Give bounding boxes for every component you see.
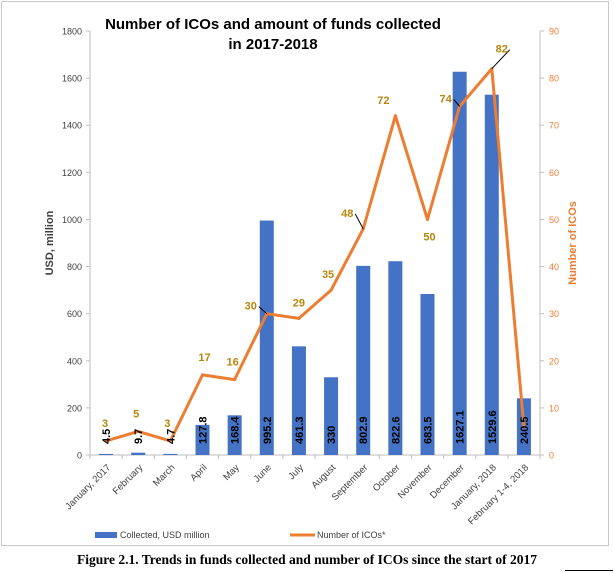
x-tick-label: April (188, 462, 209, 483)
right-tick-label: 40 (549, 262, 559, 272)
chart-title-line: Number of ICOs and amount of funds colle… (105, 16, 441, 33)
x-tick-label: February (111, 462, 146, 497)
right-tick-label: 10 (549, 403, 559, 413)
bar-value-label: 4.7 (165, 429, 177, 444)
bar (99, 453, 114, 455)
right-tick-label: 0 (549, 451, 554, 461)
line-point (104, 439, 108, 443)
label-leader-line (258, 306, 268, 315)
line-point (136, 429, 140, 433)
legend-label-line: Number of ICOs* (317, 530, 386, 540)
line-value-label: 30 (245, 301, 257, 313)
bar-value-label: 1627.1 (455, 410, 467, 444)
line-value-label: 35 (322, 269, 334, 281)
right-tick-label: 30 (549, 309, 559, 319)
bar (356, 265, 371, 455)
right-tick-label: 90 (549, 27, 559, 37)
x-tick-label: March (151, 462, 177, 488)
left-tick-label: 400 (67, 356, 82, 366)
bar-value-label: 1529.6 (487, 410, 499, 444)
bar-value-label: 240.5 (519, 416, 531, 444)
chart-title-line: in 2017-2018 (228, 36, 317, 53)
left-tick-label: 0 (77, 451, 82, 461)
line-point (426, 217, 429, 221)
bar (420, 293, 435, 455)
label-leader-line (354, 213, 364, 230)
left-tick-label: 600 (67, 309, 82, 319)
bar-value-label: 330 (326, 426, 338, 444)
x-tick-label: August (309, 462, 338, 491)
bar (163, 453, 178, 455)
bar (452, 71, 467, 456)
bar-value-label: 168.4 (230, 416, 242, 444)
line-point (522, 425, 526, 429)
right-tick-label: 80 (549, 74, 559, 84)
figure-caption: Figure 2.1. Trends in funds collected an… (76, 552, 538, 567)
right-axis-title: Number of ICOs (567, 201, 579, 285)
x-tick-label: February 1-4, 2018 (466, 462, 531, 527)
x-tick-label: May (221, 462, 242, 483)
line-value-label: 3 (102, 418, 108, 430)
line-point (233, 378, 237, 382)
bar (484, 94, 499, 456)
line-value-label: 50 (423, 231, 435, 243)
label-leader-line (453, 99, 461, 107)
line-value-label: 74 (440, 93, 453, 105)
right-tick-label: 60 (549, 168, 559, 178)
x-tick-label: October (371, 462, 403, 494)
line-point (201, 373, 204, 377)
line-value-label: 3 (164, 418, 170, 430)
label-leader-line (491, 49, 511, 70)
line-number-of-icos (105, 67, 526, 443)
x-tick-label: June (252, 462, 274, 484)
bar (388, 261, 403, 455)
chart: Number of ICOs and amount of funds colle… (44, 16, 579, 540)
line-point (297, 316, 301, 320)
line-value-label: 29 (293, 297, 305, 309)
x-tick-label: January, 2017 (63, 462, 113, 512)
right-tick-label: 70 (549, 121, 559, 131)
line-point (168, 439, 172, 443)
line-value-label: 48 (341, 208, 353, 220)
line-point (329, 288, 333, 292)
left-tick-label: 1800 (62, 27, 82, 37)
line-value-label: 17 (198, 352, 210, 364)
right-tick-label: 50 (549, 215, 559, 225)
left-axis-title: USD, million (44, 210, 56, 275)
legend-swatch-bars (95, 532, 117, 538)
line-value-label: 5 (133, 408, 139, 420)
left-tick-label: 1400 (62, 121, 82, 131)
line-point (393, 114, 397, 118)
bar-value-label: 683.5 (423, 416, 435, 444)
bar-value-label: 9.7 (133, 429, 145, 444)
left-tick-label: 1600 (62, 74, 82, 84)
left-tick-label: 1000 (62, 215, 82, 225)
bar (227, 415, 242, 455)
legend-label-bars: Collected, USD million (120, 530, 210, 540)
left-tick-label: 800 (67, 262, 82, 272)
line-value-label: 82 (496, 44, 508, 56)
bar (259, 220, 274, 455)
bar-value-label: 995.2 (262, 416, 274, 444)
left-tick-label: 1200 (62, 168, 82, 178)
line-value-label: 72 (377, 95, 389, 107)
bar-value-label: 822.6 (390, 416, 402, 444)
bar-value-label: 4.5 (101, 429, 113, 444)
caption-rule (565, 570, 613, 571)
x-tick-label: July (286, 462, 306, 482)
bar (291, 346, 306, 455)
bar (195, 424, 210, 455)
line-value-label: 16 (227, 357, 239, 369)
bar (324, 377, 339, 455)
bar-value-label: 802.9 (358, 416, 370, 444)
bar-value-label: 127.8 (198, 416, 210, 444)
bar-value-label: 461.3 (294, 416, 306, 444)
right-tick-label: 20 (549, 356, 559, 366)
left-tick-label: 200 (67, 403, 82, 413)
bar (131, 452, 146, 455)
